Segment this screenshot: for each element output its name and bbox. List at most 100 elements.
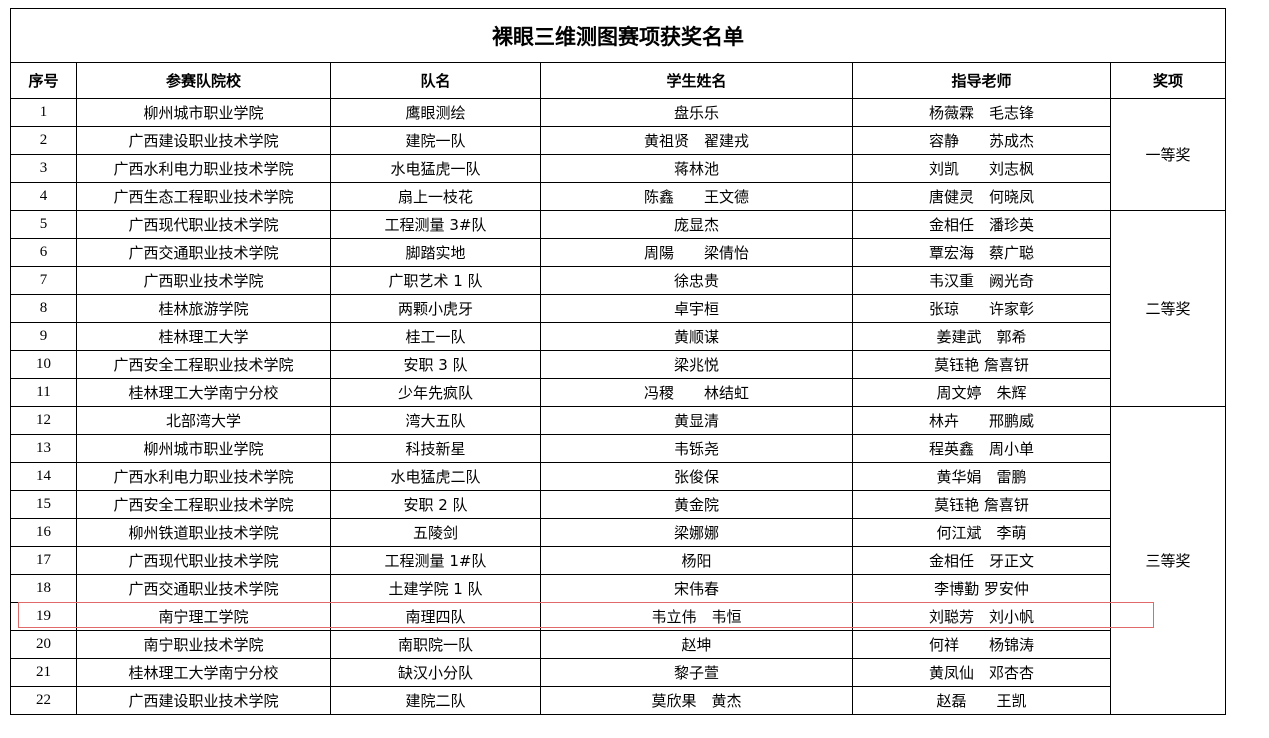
school: 桂林旅游学院 — [76, 294, 331, 323]
row-number: 21 — [10, 658, 77, 687]
row-number: 5 — [10, 210, 77, 239]
students: 蒋林池 — [540, 154, 853, 183]
row-number: 7 — [10, 266, 77, 295]
column-header: 奖项 — [1109, 62, 1227, 99]
row-number: 20 — [10, 630, 77, 659]
school: 广西建设职业技术学院 — [76, 126, 331, 155]
award-table: 裸眼三维测图赛项获奖名单 序号 参赛队院校 队名 学生姓名 指导老师 奖项 1 柳州城市职业… — [9, 8, 1227, 715]
school: 桂林理工大学 — [76, 322, 331, 351]
students: 周陽 梁倩怡 — [540, 238, 853, 267]
teachers: 黄凤仙 邓杏杏 — [852, 658, 1111, 687]
table-row: 17 广西现代职业技术学院 工程测量 1#队 杨阳 金相任 牙正文 — [10, 546, 1226, 575]
students: 黄金院 — [540, 490, 853, 519]
students: 梁娜娜 — [540, 518, 853, 547]
school: 柳州城市职业学院 — [76, 98, 331, 127]
school: 柳州城市职业学院 — [76, 434, 331, 463]
teachers: 程英鑫 周小单 — [852, 434, 1111, 463]
students: 黄顺谋 — [540, 322, 853, 351]
table-row: 7 广西职业技术学院 广职艺术 1 队徐忠贵 韦汉重 阙光奇 — [10, 266, 1226, 295]
table-row: 18 广西交通职业技术学院 土建学院 1 队宋伟春 李博勤 罗安仲 — [10, 574, 1226, 603]
table-row: 20 南宁职业技术学院 南职院一队 赵坤 何祥 杨锦涛 — [10, 630, 1226, 659]
team-name: 安职 2 队 — [330, 490, 541, 519]
team-name: 湾大五队 — [330, 406, 541, 435]
row-number: 19 — [10, 602, 77, 631]
row-number: 10 — [10, 350, 77, 379]
team-name: 南职院一队 — [330, 630, 541, 659]
students: 杨阳 — [540, 546, 853, 575]
teachers: 刘凯 刘志枫 — [852, 154, 1111, 183]
school: 广西水利电力职业技术学院 — [76, 154, 331, 183]
row-number: 9 — [10, 322, 77, 351]
students: 韦铄尧 — [540, 434, 853, 463]
row-number: 13 — [10, 434, 77, 463]
students: 黄祖贤 翟建戎 — [540, 126, 853, 155]
school: 广西交通职业技术学院 — [76, 238, 331, 267]
students: 赵坤 — [540, 630, 853, 659]
table-row: 3 广西水利电力职业技术学院 水电猛虎一队 蒋林池 刘凯 刘志枫 — [10, 154, 1226, 183]
students: 徐忠贵 — [540, 266, 853, 295]
teachers: 金相任 牙正文 — [852, 546, 1111, 575]
team-name: 建院二队 — [330, 686, 541, 715]
teachers: 杨薇霖 毛志锋 — [852, 98, 1111, 127]
teachers: 金相任 潘珍英 — [852, 210, 1111, 239]
table-row: 8 桂林旅游学院 两颗小虎牙 卓宇桓 张琼 许家彰 — [10, 294, 1226, 323]
teachers: 韦汉重 阙光奇 — [852, 266, 1111, 295]
team-name: 建院一队 — [330, 126, 541, 155]
column-header: 指导老师 — [852, 62, 1111, 99]
team-name: 少年先疯队 — [330, 378, 541, 407]
students: 黄显清 — [540, 406, 853, 435]
row-number: 18 — [10, 574, 77, 603]
teachers: 唐健灵 何晓凤 — [852, 182, 1111, 211]
teachers: 张琼 许家彰 — [852, 294, 1111, 323]
school: 广西安全工程职业技术学院 — [76, 490, 331, 519]
row-number: 14 — [10, 462, 77, 491]
students: 黎子萱 — [540, 658, 853, 687]
teachers: 莫钰艳 詹喜钘 — [852, 350, 1111, 379]
students: 庞显杰 — [540, 210, 853, 239]
school: 广西安全工程职业技术学院 — [76, 350, 331, 379]
row-number: 2 — [10, 126, 77, 155]
table-row: 2 广西建设职业技术学院 建院一队 黄祖贤 翟建戎 容静 苏成杰 — [10, 126, 1226, 155]
teachers: 黄华娟 雷鹏 — [852, 462, 1111, 491]
row-number: 15 — [10, 490, 77, 519]
column-header: 序号 — [10, 62, 77, 99]
team-name: 土建学院 1 队 — [330, 574, 541, 603]
school: 广西建设职业技术学院 — [76, 686, 331, 715]
students: 冯稷 林结虹 — [540, 378, 853, 407]
row-number: 16 — [10, 518, 77, 547]
students: 梁兆悦 — [540, 350, 853, 379]
school: 桂林理工大学南宁分校 — [76, 378, 331, 407]
table-row: 6 广西交通职业技术学院 脚踏实地 周陽 梁倩怡 覃宏海 蔡广聪 — [10, 238, 1226, 267]
students: 张俊保 — [540, 462, 853, 491]
team-name: 工程测量 1#队 — [330, 546, 541, 575]
team-name: 水电猛虎一队 — [330, 154, 541, 183]
school: 广西生态工程职业技术学院 — [76, 182, 331, 211]
school: 柳州铁道职业技术学院 — [76, 518, 331, 547]
row-number: 22 — [10, 686, 77, 715]
row-number: 12 — [10, 406, 77, 435]
teachers: 何祥 杨锦涛 — [852, 630, 1111, 659]
teachers: 李博勤 罗安仲 — [852, 574, 1111, 603]
column-header: 队名 — [330, 62, 541, 99]
teachers: 容静 苏成杰 — [852, 126, 1111, 155]
team-name: 扇上一枝花 — [330, 182, 541, 211]
table-row: 22 广西建设职业技术学院 建院二队 莫欣果 黄杰 赵磊 王凯 — [10, 686, 1226, 715]
teachers: 刘聪芳 刘小帆 — [852, 602, 1111, 631]
row-number: 3 — [10, 154, 77, 183]
table-row: 9 桂林理工大学 桂工一队 黄顺谋 姜建武 郭希 — [10, 322, 1226, 351]
teachers: 周文婷 朱辉 — [852, 378, 1111, 407]
teachers: 莫钰艳 詹喜钘 — [852, 490, 1111, 519]
team-name: 南理四队 — [330, 602, 541, 631]
table-row: 19 南宁理工学院 南理四队 韦立伟 韦恒 刘聪芳 刘小帆 — [10, 602, 1226, 631]
school: 广西交通职业技术学院 — [76, 574, 331, 603]
award: 二等奖 — [1109, 210, 1227, 407]
table-row: 1 柳州城市职业学院 鹰眼测绘 盘乐乐 杨薇霖 毛志锋 一等奖 — [10, 98, 1227, 211]
school: 南宁理工学院 — [76, 602, 331, 631]
school: 广西现代职业技术学院 — [76, 210, 331, 239]
team-name: 脚踏实地 — [330, 238, 541, 267]
table-row: 4 广西生态工程职业技术学院 扇上一枝花 陈鑫 王文德 唐健灵 何晓凤 — [10, 182, 1226, 211]
school: 北部湾大学 — [76, 406, 331, 435]
teachers: 林卉 邢鹏威 — [852, 406, 1111, 435]
table-title: 裸眼三维测图赛项获奖名单 — [9, 8, 1227, 63]
students: 宋伟春 — [540, 574, 853, 603]
